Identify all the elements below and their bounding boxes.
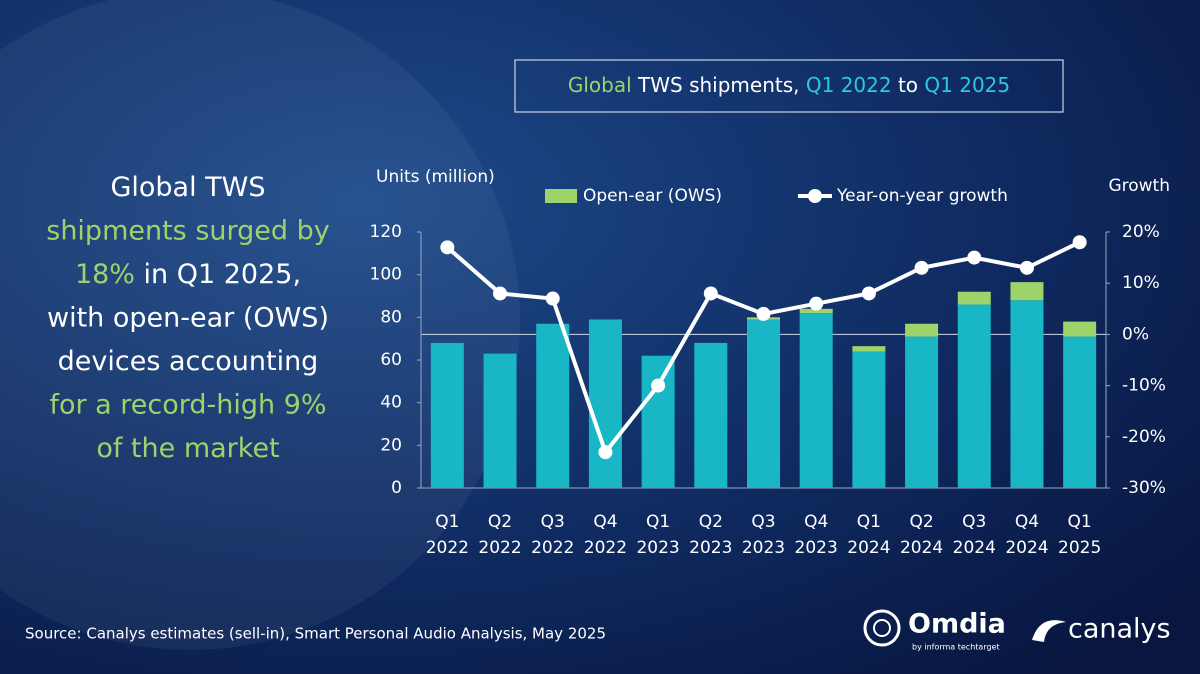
x-tick-label: Q1 2024 <box>847 512 890 558</box>
y-tick-label: 80 <box>380 307 402 327</box>
point <box>809 296 824 311</box>
callout-text: with open-ear (OWS) <box>47 302 329 333</box>
bar <box>641 355 675 488</box>
bar <box>1010 300 1044 488</box>
bar <box>1063 321 1097 337</box>
y2-tick-label: -30% <box>1122 478 1166 498</box>
point <box>914 260 929 275</box>
logo-text: Omdia <box>908 609 1006 640</box>
point <box>440 240 455 255</box>
legend-label: Open-ear (OWS) <box>583 186 722 206</box>
x-tick-label: Q1 2023 <box>636 512 679 558</box>
x-tick-label: Q4 2024 <box>1005 512 1048 558</box>
y2-tick-label: 0% <box>1122 324 1149 344</box>
legend-label: Year-on-year growth <box>836 186 1008 206</box>
bar <box>588 319 622 488</box>
title-box <box>514 59 1064 113</box>
point <box>545 291 560 306</box>
bar <box>799 313 833 488</box>
bar <box>852 346 886 352</box>
x-tick-label: Q1 2025 <box>1058 512 1101 558</box>
title-part: to <box>892 73 925 97</box>
legend-swatch <box>808 189 822 203</box>
y-tick-label: 20 <box>380 435 402 455</box>
point <box>756 306 771 321</box>
callout-text: of the market <box>96 433 279 464</box>
callout-line: with open-ear (OWS) <box>47 302 329 333</box>
x-tick-label: Q2 2024 <box>900 512 943 558</box>
callout-text: for a record-high 9% <box>49 389 326 420</box>
y2-tick-label: 10% <box>1122 273 1160 293</box>
callout-text: shipments surged by <box>46 215 329 246</box>
bar <box>957 291 991 305</box>
callout-line: for a record-high 9% <box>49 389 326 420</box>
bar <box>694 342 728 488</box>
bar <box>905 323 939 337</box>
bar <box>747 319 780 488</box>
point <box>493 286 508 301</box>
x-tick-label: Q3 2023 <box>742 512 785 558</box>
x-tick-label: Q1 2022 <box>426 512 469 558</box>
title-part: TWS shipments, <box>632 73 806 97</box>
point <box>861 286 876 301</box>
y-tick-label: 60 <box>380 350 402 370</box>
x-tick-label: Q3 2022 <box>531 512 574 558</box>
y2-tick-label: 20% <box>1122 222 1160 242</box>
decor-circle <box>0 0 520 650</box>
bar <box>483 353 517 488</box>
point <box>1072 235 1087 250</box>
bar <box>852 351 886 488</box>
x-tick-label: Q3 2024 <box>953 512 996 558</box>
title-part: Global <box>568 73 632 97</box>
callout-line: shipments surged by <box>46 215 329 246</box>
y-axis-label: Units (million) <box>376 167 495 187</box>
bar <box>1063 336 1097 488</box>
point <box>651 378 666 393</box>
point <box>598 445 613 460</box>
callout-line: Global TWS <box>110 172 265 203</box>
bar <box>799 308 833 314</box>
title-part: Q1 2022 <box>806 73 892 97</box>
logo-text: canalys <box>1068 614 1171 645</box>
source-note: Source: Canalys estimates (sell-in), Sma… <box>25 625 606 643</box>
callout-line: of the market <box>96 433 279 464</box>
bar <box>430 342 464 488</box>
y-tick-label: 120 <box>370 222 402 242</box>
callout-text: in Q1 2025, <box>135 259 301 290</box>
omdia-icon <box>863 609 901 647</box>
callout-line: devices accounting <box>58 346 319 377</box>
bar <box>957 304 991 488</box>
title-part: Q1 2025 <box>924 73 1010 97</box>
point <box>967 250 982 265</box>
y2-tick-label: -20% <box>1122 427 1166 447</box>
bar <box>536 323 570 488</box>
logo-subtext: by informa techtarget <box>912 643 1000 652</box>
y2-tick-label: -10% <box>1122 376 1166 396</box>
point <box>1019 260 1034 275</box>
chart-title: Global TWS shipments, Q1 2022 to Q1 2025 <box>568 73 1010 97</box>
x-tick-label: Q4 2022 <box>584 512 627 558</box>
point <box>703 286 718 301</box>
callout-line: 18% in Q1 2025, <box>75 259 301 290</box>
y-tick-label: 0 <box>391 478 402 498</box>
x-tick-label: Q2 2023 <box>689 512 732 558</box>
callout-text: Global TWS <box>110 172 265 203</box>
omdia-icon <box>873 619 891 637</box>
x-tick-label: Q4 2023 <box>795 512 838 558</box>
x-tick-label: Q2 2022 <box>478 512 521 558</box>
bar <box>1010 282 1044 301</box>
legend-swatch <box>545 189 577 203</box>
canalys-icon <box>1032 620 1066 642</box>
y-tick-label: 40 <box>380 393 402 413</box>
callout-text: 18% <box>75 259 135 290</box>
y-tick-label: 100 <box>370 265 402 285</box>
y2-axis-label: Growth <box>1108 176 1170 196</box>
callout-text: devices accounting <box>58 346 319 377</box>
bar <box>905 336 939 488</box>
